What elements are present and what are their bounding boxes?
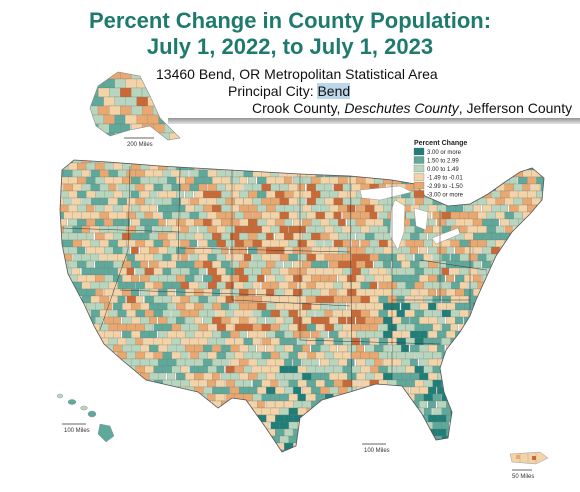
county-separator: , <box>458 100 467 116</box>
pr-scale-label: 50 Miles <box>512 474 534 480</box>
county-crook: Crook County, <box>252 100 345 116</box>
legend: Percent Change 3.00 or more 1.50 to 2.99 0… <box>413 140 467 199</box>
principal-city-name: Bend <box>317 83 351 99</box>
legend-swatch <box>413 181 425 190</box>
lake-huron <box>413 207 429 231</box>
legend-label: 1.50 to 2.99 <box>427 159 459 165</box>
alaska-map <box>89 71 181 141</box>
title-line-1: Percent Change in County Population: <box>88 8 492 33</box>
contiguous-us-map <box>59 159 545 453</box>
county-jefferson: Jefferson County <box>466 100 573 116</box>
legend-label: 0.00 to 1.49 <box>427 167 459 173</box>
legend-swatch <box>413 190 425 198</box>
conus-scale-bar: 100 Miles <box>362 443 390 454</box>
alaska-scale-bar: 200 Miles <box>124 137 154 148</box>
hawaii-map <box>56 393 115 443</box>
legend-swatch <box>413 147 425 156</box>
legend-label: -1.49 to -0.01 <box>427 176 463 182</box>
lake-superior <box>359 185 413 201</box>
map-title: Percent Change in County Population: Jul… <box>0 8 580 60</box>
county-list: Crook County, Deschutes County, Jefferso… <box>252 100 572 116</box>
lake-michigan <box>389 199 406 251</box>
hawaii-scale-bar: 100 Miles <box>62 423 90 434</box>
info-shadow-bar <box>168 118 580 124</box>
legend-label: -2.99 to -1.50 <box>427 184 463 190</box>
principal-city-label: Principal City: <box>228 83 318 99</box>
legend-label: -3.00 or more <box>427 193 464 199</box>
conus-scale-label: 100 Miles <box>364 448 390 454</box>
lake-erie <box>431 227 461 245</box>
principal-city-line: Principal City: Bend <box>228 83 351 99</box>
legend-swatch <box>413 156 425 164</box>
hawaii-scale-label: 100 Miles <box>64 428 90 434</box>
title-line-2: July 1, 2022, to July 1, 2023 <box>146 34 434 59</box>
pr-scale-bar: 50 Miles <box>512 469 534 480</box>
county-deschutes: Deschutes County <box>344 100 459 116</box>
legend-swatch <box>413 173 425 181</box>
legend-title: Percent Change <box>414 140 467 147</box>
legend-swatch <box>413 164 425 173</box>
legend-label: 3.00 or more <box>427 150 462 156</box>
alaska-scale-label: 200 Miles <box>127 142 153 148</box>
puerto-rico-map <box>509 451 549 465</box>
msa-label: 13460 Bend, OR Metropolitan Statistical … <box>156 66 438 82</box>
